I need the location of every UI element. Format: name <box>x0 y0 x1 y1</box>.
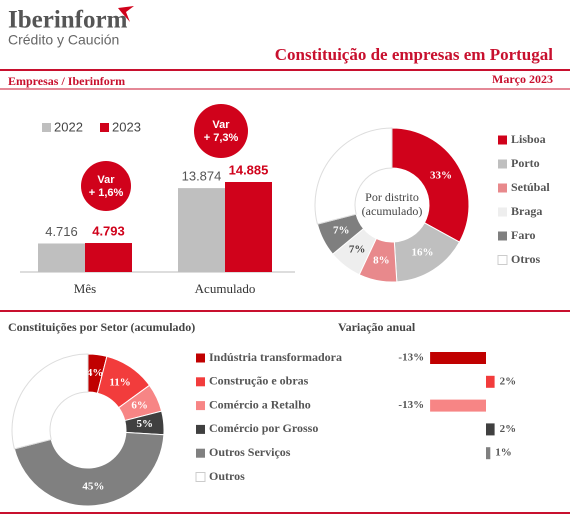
value-label: 4.716 <box>45 224 78 239</box>
legend-label: Outros <box>209 469 245 483</box>
annotation: + 7,3% <box>204 132 239 144</box>
bar <box>486 375 495 388</box>
data-label: 2% <box>500 375 516 387</box>
data-label: 33% <box>430 170 452 182</box>
legend-swatch <box>196 424 205 434</box>
legend-label: Porto <box>511 156 540 170</box>
bar <box>430 352 486 364</box>
x-tick-label: Mês <box>74 281 96 296</box>
chart-title: Constituições por Setor (acumulado) <box>8 320 195 334</box>
data-label: 5% <box>136 418 153 430</box>
legend-label: 2023 <box>112 119 141 134</box>
legend-label: Outros Serviços <box>209 445 291 459</box>
legend-swatch <box>42 123 51 132</box>
legend-label: Comércio a Retalho <box>209 397 311 411</box>
data-label: -13% <box>398 352 424 364</box>
slice <box>13 431 165 507</box>
bar <box>178 188 225 272</box>
x-tick-label: Acumulado <box>195 281 256 296</box>
legend-swatch <box>196 353 205 363</box>
value-label: 14.885 <box>229 162 269 177</box>
center-label: (acumulado) <box>362 204 423 218</box>
annotation: Var <box>212 119 230 131</box>
data-label: 4% <box>87 367 104 379</box>
data-label: 7% <box>349 244 366 256</box>
brand: Iberinform <box>8 7 128 34</box>
bar <box>486 447 491 460</box>
center-label: Por distrito <box>365 190 419 204</box>
legend-swatch <box>196 448 205 458</box>
legend-label: Faro <box>511 228 535 242</box>
data-label: 16% <box>412 247 434 259</box>
legend-label: Braga <box>511 204 542 218</box>
section-title: Empresas / Iberinform <box>8 74 125 88</box>
legend-label: Setúbal <box>511 180 550 194</box>
legend-swatch <box>195 472 206 482</box>
value-label: 13.874 <box>182 169 222 184</box>
bar <box>85 243 132 272</box>
data-label: 8% <box>373 255 390 267</box>
value-label: 4.793 <box>92 223 125 238</box>
legend-label: Indústria transformadora <box>209 350 342 364</box>
slice <box>391 127 470 243</box>
slice <box>11 353 89 450</box>
date: Março 2023 <box>492 72 553 86</box>
annotation-bubble <box>194 104 248 158</box>
legend-swatch <box>498 231 507 241</box>
legend-label: Lisboa <box>511 132 546 146</box>
legend-swatch <box>100 123 109 132</box>
bar <box>225 182 272 272</box>
annotation-bubble <box>81 161 131 211</box>
data-label: 45% <box>82 480 104 492</box>
legend-swatch <box>497 255 508 265</box>
legend-swatch <box>196 377 205 387</box>
data-label: 2% <box>500 423 516 435</box>
data-label: 1% <box>495 447 512 459</box>
chart-title: Variação anual <box>338 320 416 334</box>
bar <box>486 423 495 436</box>
annotation: Var <box>97 174 115 186</box>
slice <box>314 127 393 225</box>
bar <box>430 399 486 412</box>
legend-label: Comércio por Grosso <box>209 421 318 435</box>
legend-swatch <box>498 183 507 193</box>
legend-swatch <box>498 135 507 145</box>
tagline: Crédito y Caución <box>8 32 119 48</box>
annotation: + 1,6% <box>89 187 124 199</box>
legend-label: Otros <box>511 252 540 266</box>
legend-swatch <box>498 207 507 217</box>
legend-swatch <box>498 159 507 169</box>
data-label: 6% <box>131 399 148 411</box>
logo-mark <box>118 6 134 22</box>
legend-label: Construção e obras <box>209 374 309 388</box>
data-label: 7% <box>333 224 350 236</box>
data-label: 11% <box>109 376 130 388</box>
bar <box>38 243 85 272</box>
data-label: -13% <box>398 399 424 411</box>
legend-swatch <box>196 401 205 411</box>
page-title: Constituição de empresas em Portugal <box>275 45 554 64</box>
legend-label: 2022 <box>54 119 83 134</box>
